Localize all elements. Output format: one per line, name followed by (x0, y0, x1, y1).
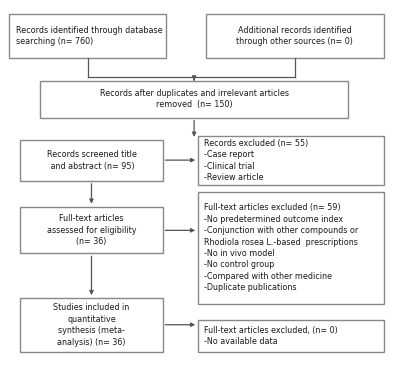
FancyBboxPatch shape (20, 298, 162, 352)
FancyBboxPatch shape (8, 14, 166, 58)
Text: Full-text articles excluded (n= 59)
-No predetermined outcome index
-Conjunction: Full-text articles excluded (n= 59) -No … (204, 203, 358, 292)
Text: Additional records identified
through other sources (n= 0): Additional records identified through ot… (236, 26, 353, 46)
FancyBboxPatch shape (198, 137, 384, 185)
FancyBboxPatch shape (20, 140, 162, 181)
Text: Records excluded (n= 55)
-Case report
-Clinical trial
-Review article: Records excluded (n= 55) -Case report -C… (204, 139, 308, 182)
FancyBboxPatch shape (20, 207, 162, 253)
Text: Records identified through database
searching (n= 760): Records identified through database sear… (16, 26, 163, 46)
FancyBboxPatch shape (40, 81, 348, 118)
Text: Records screened title
 and abstract (n= 95): Records screened title and abstract (n= … (46, 150, 136, 171)
Text: Full-text articles excluded, (n= 0)
-No available data: Full-text articles excluded, (n= 0) -No … (204, 326, 338, 346)
FancyBboxPatch shape (198, 320, 384, 352)
Text: Studies included in
quantitative
synthesis (meta-
analysis) (n= 36): Studies included in quantitative synthes… (53, 303, 130, 347)
Text: Records after duplicates and irrelevant articles
removed  (n= 150): Records after duplicates and irrelevant … (100, 89, 289, 109)
FancyBboxPatch shape (206, 14, 384, 58)
Text: Full-text articles
assessed for eligibility
(n= 36): Full-text articles assessed for eligibil… (47, 214, 136, 246)
FancyBboxPatch shape (198, 192, 384, 304)
